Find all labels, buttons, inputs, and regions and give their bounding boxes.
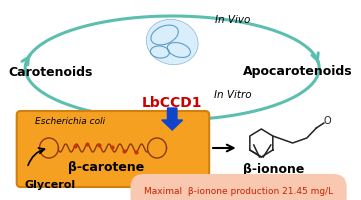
Text: Escherichia coli: Escherichia coli	[35, 117, 105, 127]
Text: Glycerol: Glycerol	[24, 180, 75, 190]
FancyArrow shape	[162, 108, 183, 130]
Ellipse shape	[146, 19, 198, 65]
Text: Apocarotenoids: Apocarotenoids	[243, 66, 352, 78]
Text: In Vivo: In Vivo	[215, 15, 251, 25]
Text: In Vitro: In Vitro	[214, 90, 252, 100]
Text: β-carotene: β-carotene	[68, 162, 144, 174]
FancyBboxPatch shape	[17, 111, 209, 187]
Text: β-ionone: β-ionone	[243, 164, 304, 176]
Text: Maximal  β-ionone production 21.45 mg/L: Maximal β-ionone production 21.45 mg/L	[144, 188, 333, 196]
Text: LbCCD1: LbCCD1	[142, 96, 203, 110]
Text: O: O	[324, 116, 331, 126]
Text: Carotenoids: Carotenoids	[9, 66, 93, 78]
